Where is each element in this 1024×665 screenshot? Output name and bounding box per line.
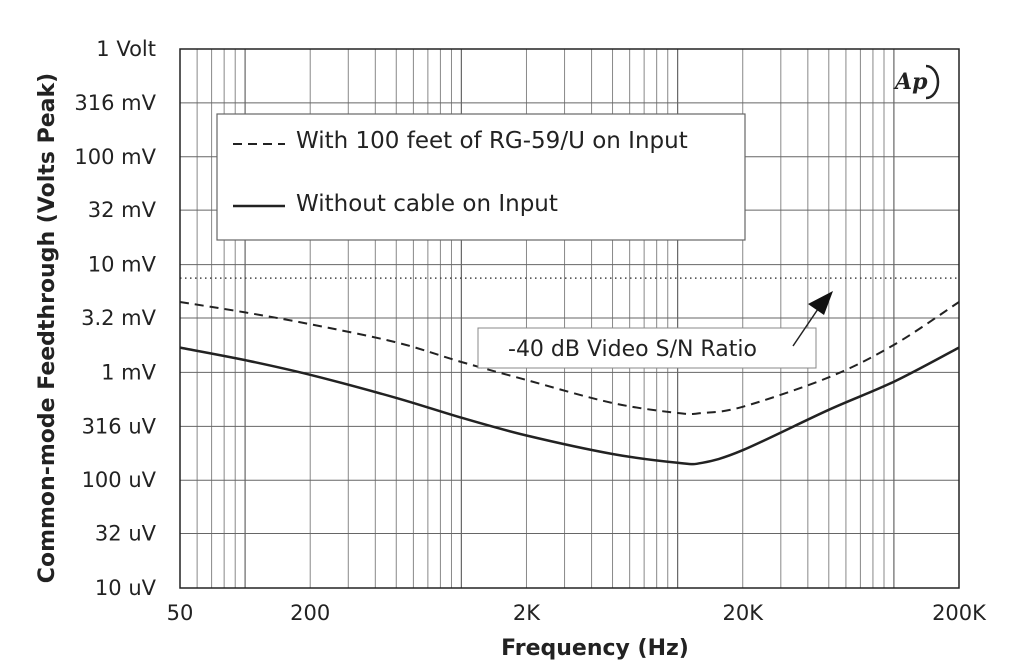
- x-tick-label: 50: [167, 601, 194, 625]
- legend: With 100 feet of RG-59/U on Input Withou…: [216, 113, 746, 241]
- y-tick-label: 1 mV: [101, 360, 156, 384]
- annotation-box: [477, 327, 817, 369]
- y-tick-label: 32 uV: [95, 522, 157, 546]
- y-tick-label: 316 mV: [74, 91, 156, 115]
- plot-frame: [179, 48, 960, 589]
- y-tick-labels: 1 Volt 316 mV 100 mV 32 mV 10 mV 3.2 mV 1 mV 31…: [74, 37, 156, 600]
- y-axis-title: Common-mode Feedthrough (Volts Peak): [35, 73, 60, 583]
- y-tick-label: 3.2 mV: [81, 306, 157, 330]
- y-tick-label: 32 mV: [88, 198, 157, 222]
- x-tick-label: 200K: [932, 601, 987, 625]
- series-line-with-cable: [179, 301, 960, 416]
- y-tick-label: 100 mV: [74, 145, 156, 169]
- x-tick-labels: 50 200 2K 20K 200K: [167, 601, 988, 625]
- annotation: -40 dB Video S/N Ratio: [477, 291, 833, 369]
- x-tick-label: 20K: [722, 601, 764, 625]
- y-tick-label: 10 mV: [88, 253, 157, 277]
- y-tick-label: 1 Volt: [96, 37, 156, 61]
- series-line-without-cable: [179, 346, 960, 466]
- ap-logo-text: Ap: [893, 69, 928, 95]
- annotation-arrow-line: [792, 308, 819, 347]
- x-tick-label: 2K: [513, 601, 541, 625]
- x-tick-label: 200: [290, 601, 330, 625]
- legend-box: [216, 113, 746, 241]
- series: [179, 277, 960, 466]
- y-tick-label: 100 uV: [82, 468, 157, 492]
- x-axis-title: Frequency (Hz): [501, 636, 689, 661]
- annotation-label: -40 dB Video S/N Ratio: [508, 337, 757, 362]
- y-tick-label: 316 uV: [82, 414, 157, 438]
- y-tick-label: 10 uV: [95, 576, 157, 600]
- legend-label-with-cable: With 100 feet of RG-59/U on Input: [296, 128, 688, 154]
- ap-logo: Ap: [893, 64, 940, 100]
- annotation-arrow-head: [808, 291, 833, 315]
- ap-logo-swoosh: [925, 64, 940, 100]
- legend-label-without-cable: Without cable on Input: [296, 191, 558, 217]
